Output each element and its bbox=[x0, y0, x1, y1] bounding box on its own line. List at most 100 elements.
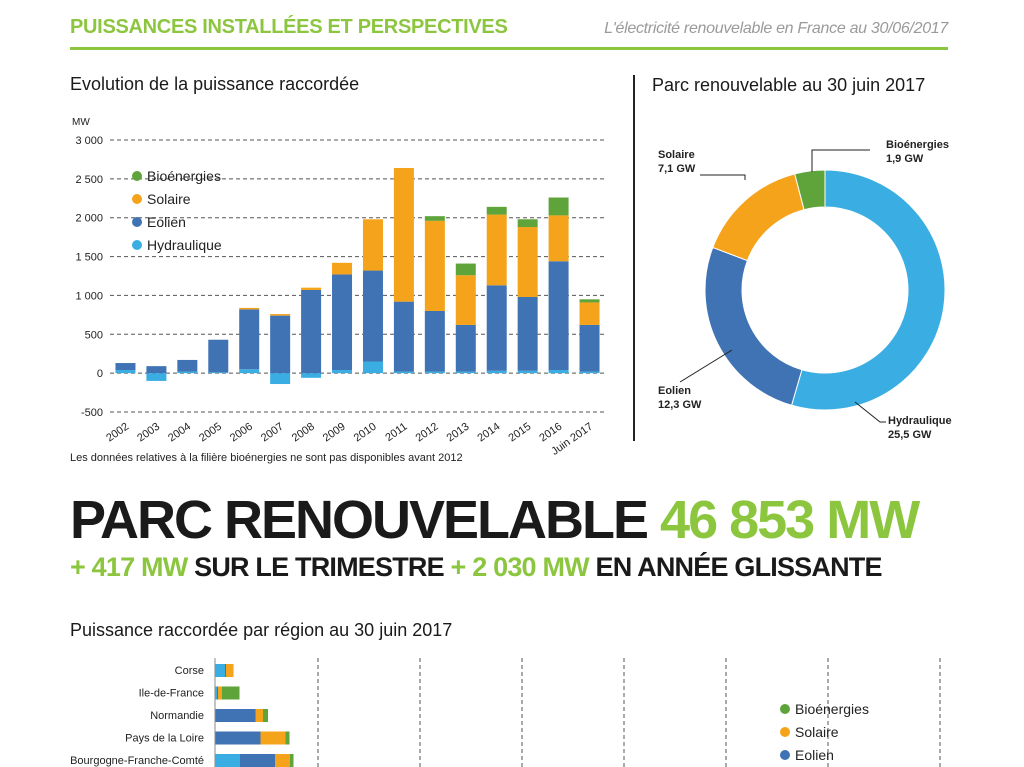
bar-segment-hydraulique bbox=[486, 370, 507, 374]
legend-dot-solaire bbox=[132, 194, 142, 204]
bar-segment-solaire bbox=[486, 214, 507, 286]
bar-segment-eolien bbox=[579, 324, 600, 372]
x-tick-label: 2004 bbox=[166, 421, 193, 445]
bar-segment-solaire bbox=[239, 307, 260, 310]
y-tick-label: 2 500 bbox=[75, 174, 103, 186]
region-bar-solaire bbox=[255, 709, 263, 722]
banner-text-3: EN ANNÉE GLISSANTE bbox=[588, 552, 883, 582]
bar-segment-solaire bbox=[424, 220, 445, 311]
legend-dot-hydraulique bbox=[132, 240, 142, 250]
bar-segment-hydraulique bbox=[301, 373, 322, 378]
x-tick-label: 2010 bbox=[352, 421, 379, 445]
region-legend-dot-bioenergies bbox=[780, 704, 790, 714]
bar-segment-eolien bbox=[115, 363, 136, 371]
region-bar-eolien bbox=[217, 686, 218, 700]
x-tick-label: 2005 bbox=[197, 421, 224, 445]
bar-segment-hydraulique bbox=[146, 373, 167, 381]
region-bar-eolien bbox=[240, 754, 275, 767]
region-chart: Corse Ile-de-France Normandie Pays de la Lo… bbox=[70, 658, 941, 767]
region-bar-bioenergies bbox=[290, 754, 294, 767]
bar-segment-hydraulique bbox=[393, 371, 414, 374]
bar-segment-eolien bbox=[270, 315, 291, 374]
bar-segment-solaire bbox=[517, 227, 538, 297]
x-tick-label: 2012 bbox=[414, 421, 441, 445]
x-tick-label: 2007 bbox=[259, 421, 286, 445]
bar-segment-hydraulique bbox=[177, 371, 198, 374]
banner-text-2: SUR LE TRIMESTRE bbox=[187, 552, 451, 582]
bar-segment-eolien bbox=[455, 324, 476, 372]
y-tick-label: 500 bbox=[85, 329, 103, 341]
bar-segment-solaire bbox=[332, 262, 353, 275]
bar-segment-eolien bbox=[548, 261, 569, 371]
y-tick-label: 1 500 bbox=[75, 252, 103, 264]
bar-segment-solaire bbox=[301, 287, 322, 290]
donut-value-hydraulique: 25,5 GW bbox=[888, 429, 932, 441]
region-legend-label-solaire: Solaire bbox=[795, 724, 839, 740]
region-bar-hydraulique bbox=[215, 664, 225, 677]
legend-label-solaire: Solaire bbox=[147, 191, 191, 207]
bar-chart-note: Les données relatives à la filière bioén… bbox=[70, 452, 463, 464]
donut-value-bioenergies: 1,9 GW bbox=[886, 153, 924, 165]
x-tick-label: 2013 bbox=[445, 421, 472, 445]
donut-slice-solaire bbox=[712, 173, 805, 262]
bar-segment-bioenergies bbox=[424, 216, 445, 221]
bar-segment-eolien bbox=[332, 274, 353, 371]
donut-chart-title: Parc renouvelable au 30 juin 2017 bbox=[652, 74, 925, 97]
donut-slice-hydraulique bbox=[790, 169, 946, 411]
region-legend-dot-solaire bbox=[780, 727, 790, 737]
region-bar-eolien bbox=[215, 709, 256, 722]
bar-segment-hydraulique bbox=[115, 370, 136, 374]
region-bar-bioenergies bbox=[263, 709, 268, 722]
donut-label-eolien: Eolien bbox=[658, 385, 691, 397]
region-label: Pays de la Loire bbox=[125, 733, 204, 745]
bar-segment-bioenergies bbox=[548, 197, 569, 216]
bar-segment-hydraulique bbox=[270, 373, 291, 385]
x-tick-label: 2003 bbox=[135, 421, 162, 445]
donut-title-text: Parc renouvelable au 30 juin 2017 bbox=[652, 75, 926, 95]
bar-segment-eolien bbox=[177, 359, 198, 372]
bar-chart-title: Evolution de la puissance raccordée bbox=[70, 74, 360, 94]
legend-dot-bioenergies bbox=[132, 171, 142, 181]
bar-segment-solaire bbox=[270, 314, 291, 316]
region-label: Ile-de-France bbox=[139, 688, 204, 700]
bar-segment-hydraulique bbox=[424, 371, 445, 374]
bar-segment-bioenergies bbox=[455, 263, 476, 276]
region-label: Bourgogne-Franche-Comté bbox=[70, 755, 204, 767]
bar-segment-eolien bbox=[146, 366, 167, 374]
banner-line-2: + 417 MW SUR LE TRIMESTRE + 2 030 MW EN … bbox=[70, 550, 882, 584]
region-label: Normandie bbox=[150, 710, 204, 722]
leader-line-hydraulique bbox=[854, 401, 886, 423]
bar-segment-hydraulique bbox=[517, 370, 538, 374]
bar-segment-eolien bbox=[239, 309, 260, 370]
bar-segment-bioenergies bbox=[579, 299, 600, 303]
leader-line-eolien bbox=[679, 349, 733, 383]
bar-segment-bioenergies bbox=[517, 219, 538, 228]
banner-quarter-value: + 417 MW bbox=[70, 552, 188, 582]
bar-segment-solaire bbox=[455, 275, 476, 325]
region-label: Corse bbox=[175, 665, 204, 677]
banner-text-1: PARC RENOUVELABLE bbox=[70, 490, 661, 550]
region-bar-hydraulique bbox=[215, 686, 217, 700]
legend-label-eolien: Eolien bbox=[147, 214, 186, 230]
bar-segment-hydraulique bbox=[548, 370, 569, 374]
section-divider bbox=[633, 75, 635, 441]
bar-segment-hydraulique bbox=[579, 371, 600, 374]
bar-segment-hydraulique bbox=[239, 369, 260, 374]
region-bar-hydraulique bbox=[215, 709, 216, 722]
bar-segment-solaire bbox=[579, 302, 600, 325]
x-tick-label: 2009 bbox=[321, 421, 348, 445]
region-bar-eolien bbox=[225, 664, 226, 677]
bar-segment-hydraulique bbox=[208, 372, 229, 374]
banner-line-1: PARC RENOUVELABLE 46 853 MW bbox=[70, 490, 920, 550]
region-bar-solaire bbox=[275, 754, 290, 767]
bar-segment-bioenergies bbox=[486, 206, 507, 215]
region-bar-bioenergies bbox=[222, 686, 240, 700]
donut-slice-eolien bbox=[704, 246, 803, 406]
donut-label-bioenergies: Bioénergies bbox=[886, 139, 949, 151]
donut-label-solaire: Solaire bbox=[658, 149, 695, 161]
region-bar-eolien bbox=[215, 731, 261, 745]
donut-chart: Hydraulique 25,5 GW Eolien 12,3 GW Solaire 7,… bbox=[658, 139, 952, 441]
x-tick-label: 2002 bbox=[104, 421, 131, 445]
region-chart-title: Puissance raccordée par région au 30 jui… bbox=[70, 620, 453, 640]
